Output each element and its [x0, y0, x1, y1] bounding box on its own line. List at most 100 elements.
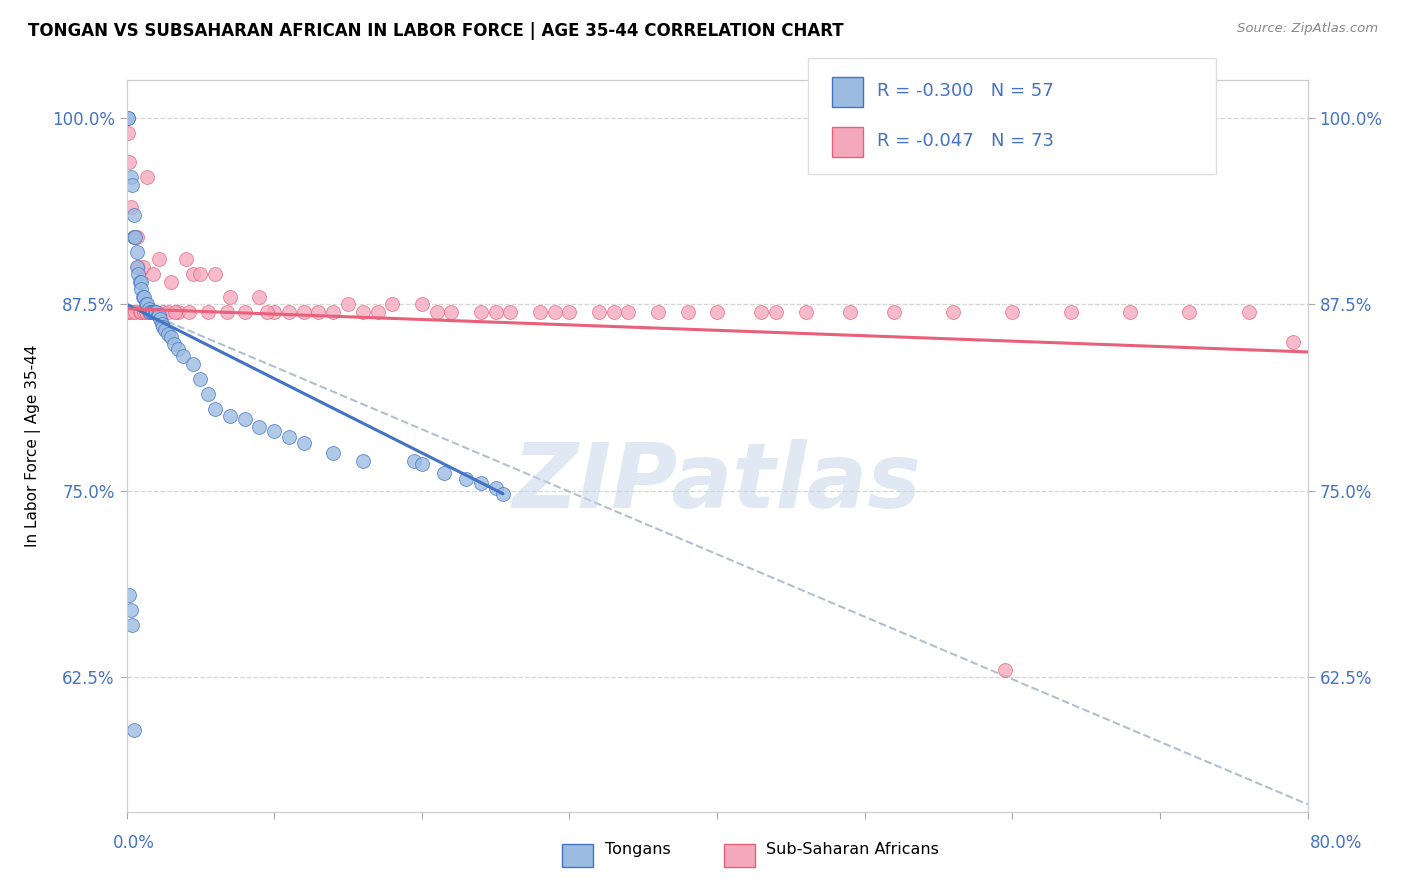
- Text: Source: ZipAtlas.com: Source: ZipAtlas.com: [1237, 22, 1378, 36]
- Point: [233, 412, 256, 426]
- Point: [676, 304, 699, 318]
- Point: [278, 430, 301, 444]
- Point: [204, 401, 226, 416]
- Point: [127, 260, 149, 274]
- Point: [132, 290, 155, 304]
- Point: [152, 304, 174, 318]
- Point: [145, 304, 167, 318]
- Point: [588, 304, 610, 318]
- Point: [1178, 304, 1201, 318]
- Point: [135, 297, 157, 311]
- Point: [160, 275, 183, 289]
- Point: [132, 260, 155, 274]
- Point: [219, 290, 242, 304]
- Point: [145, 304, 167, 318]
- Point: [122, 230, 145, 244]
- Point: [138, 301, 160, 316]
- Point: [181, 268, 204, 282]
- Point: [529, 304, 551, 318]
- Point: [188, 268, 212, 282]
- Point: [181, 357, 204, 371]
- Point: [163, 337, 186, 351]
- Point: [124, 304, 146, 318]
- Point: [603, 304, 626, 318]
- Point: [122, 230, 145, 244]
- Point: [134, 304, 156, 318]
- Point: [128, 304, 150, 318]
- Point: [352, 304, 374, 318]
- Text: ZIPatlas: ZIPatlas: [513, 439, 921, 526]
- Point: [1001, 304, 1024, 318]
- Point: [197, 304, 219, 318]
- Point: [411, 297, 433, 311]
- Text: 0.0%: 0.0%: [112, 834, 155, 852]
- Point: [134, 290, 156, 304]
- Point: [942, 304, 965, 318]
- Point: [404, 454, 426, 468]
- Point: [278, 304, 301, 318]
- Point: [141, 304, 163, 318]
- Point: [118, 304, 141, 318]
- Point: [249, 419, 271, 434]
- Text: Tongans: Tongans: [605, 842, 671, 856]
- Point: [322, 304, 344, 318]
- Point: [125, 230, 148, 244]
- Point: [121, 304, 143, 318]
- Text: R = -0.300   N = 57: R = -0.300 N = 57: [877, 82, 1054, 100]
- Text: Sub-Saharan Africans: Sub-Saharan Africans: [766, 842, 939, 856]
- Point: [165, 304, 187, 318]
- Point: [148, 308, 170, 322]
- Point: [617, 304, 640, 318]
- Point: [160, 330, 183, 344]
- Point: [129, 275, 153, 289]
- Point: [367, 304, 389, 318]
- Point: [263, 424, 285, 438]
- Point: [135, 304, 157, 318]
- Point: [136, 170, 159, 185]
- Point: [492, 487, 515, 501]
- Point: [1060, 304, 1083, 318]
- Point: [129, 304, 153, 318]
- Point: [263, 304, 285, 318]
- Point: [352, 454, 374, 468]
- Point: [139, 304, 162, 318]
- Point: [138, 304, 160, 318]
- Point: [167, 342, 190, 356]
- Point: [215, 304, 238, 318]
- Point: [188, 372, 212, 386]
- Point: [322, 446, 344, 460]
- Point: [883, 304, 905, 318]
- Point: [381, 297, 404, 311]
- Point: [117, 111, 139, 125]
- Point: [139, 304, 162, 318]
- Point: [204, 268, 226, 282]
- Point: [117, 126, 139, 140]
- Point: [337, 297, 360, 311]
- Point: [499, 304, 522, 318]
- Text: R = -0.047   N = 73: R = -0.047 N = 73: [877, 132, 1054, 150]
- Text: 80.0%: 80.0%: [1309, 834, 1362, 852]
- Point: [308, 304, 330, 318]
- Text: TONGAN VS SUBSAHARAN AFRICAN IN LABOR FORCE | AGE 35-44 CORRELATION CHART: TONGAN VS SUBSAHARAN AFRICAN IN LABOR FO…: [28, 22, 844, 40]
- Point: [142, 304, 165, 318]
- Point: [765, 304, 787, 318]
- Point: [425, 304, 447, 318]
- Point: [118, 155, 141, 169]
- Point: [440, 304, 463, 318]
- Point: [122, 208, 145, 222]
- Point: [167, 304, 190, 318]
- Point: [174, 252, 197, 267]
- Point: [249, 290, 271, 304]
- Point: [120, 170, 142, 185]
- Point: [128, 275, 150, 289]
- Point: [647, 304, 669, 318]
- Point: [156, 326, 179, 341]
- Point: [292, 436, 315, 450]
- Point: [125, 260, 148, 274]
- Point: [152, 319, 174, 334]
- Point: [121, 178, 143, 192]
- Point: [433, 466, 456, 480]
- Point: [120, 603, 142, 617]
- Point: [484, 481, 508, 495]
- Point: [148, 252, 170, 267]
